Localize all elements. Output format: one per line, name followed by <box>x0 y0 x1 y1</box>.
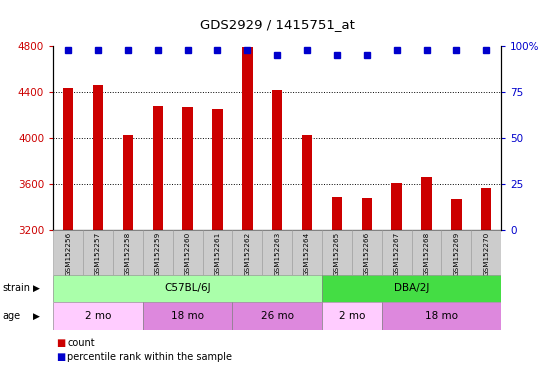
Bar <box>451 199 461 230</box>
Text: 18 mo: 18 mo <box>425 311 458 321</box>
Bar <box>382 230 412 275</box>
Bar <box>242 47 253 230</box>
Text: GSM152257: GSM152257 <box>95 232 101 276</box>
Text: ■: ■ <box>56 352 66 362</box>
Text: GSM152268: GSM152268 <box>423 232 430 276</box>
Text: ■: ■ <box>56 338 66 348</box>
Bar <box>441 230 472 275</box>
Text: ▶: ▶ <box>32 311 39 321</box>
Text: strain: strain <box>3 283 31 293</box>
Bar <box>63 88 73 230</box>
Text: count: count <box>67 338 95 348</box>
Text: GSM152269: GSM152269 <box>454 232 459 276</box>
Text: GSM152266: GSM152266 <box>364 232 370 276</box>
Bar <box>352 230 382 275</box>
Bar <box>123 135 133 230</box>
Bar <box>272 90 282 230</box>
Bar <box>143 302 232 330</box>
Bar <box>322 230 352 275</box>
Bar <box>212 109 223 230</box>
Bar <box>113 230 143 275</box>
Text: GSM152263: GSM152263 <box>274 232 280 276</box>
Bar <box>83 230 113 275</box>
Text: GSM152262: GSM152262 <box>244 232 250 276</box>
Bar <box>481 188 492 230</box>
Bar <box>203 230 232 275</box>
Bar <box>421 177 432 230</box>
Bar <box>152 106 163 230</box>
Text: C57BL/6J: C57BL/6J <box>164 283 211 293</box>
Text: GSM152261: GSM152261 <box>214 232 221 276</box>
Text: DBA/2J: DBA/2J <box>394 283 430 293</box>
Text: GSM152270: GSM152270 <box>483 232 489 276</box>
Bar <box>172 230 203 275</box>
Bar <box>362 198 372 230</box>
Text: GSM152260: GSM152260 <box>185 232 190 276</box>
Bar <box>322 302 382 330</box>
Text: ▶: ▶ <box>32 284 39 293</box>
Bar <box>472 230 501 275</box>
Bar <box>322 275 501 302</box>
Bar <box>93 85 103 230</box>
Bar <box>262 230 292 275</box>
Text: 26 mo: 26 mo <box>261 311 293 321</box>
Bar <box>391 183 402 230</box>
Text: GSM152264: GSM152264 <box>304 232 310 276</box>
Bar <box>183 106 193 230</box>
Text: 2 mo: 2 mo <box>339 311 365 321</box>
Bar <box>232 302 322 330</box>
Text: percentile rank within the sample: percentile rank within the sample <box>67 352 232 362</box>
Bar <box>53 230 83 275</box>
Bar <box>232 230 262 275</box>
Bar <box>53 302 143 330</box>
Bar <box>53 275 322 302</box>
Text: 2 mo: 2 mo <box>85 311 111 321</box>
Text: GSM152258: GSM152258 <box>125 232 131 276</box>
Text: GSM152265: GSM152265 <box>334 232 340 276</box>
Text: GSM152259: GSM152259 <box>155 232 161 276</box>
Text: 18 mo: 18 mo <box>171 311 204 321</box>
Bar <box>382 302 501 330</box>
Bar <box>412 230 441 275</box>
Bar <box>302 135 312 230</box>
Text: GSM152256: GSM152256 <box>65 232 71 276</box>
Bar <box>143 230 172 275</box>
Bar <box>292 230 322 275</box>
Text: GDS2929 / 1415751_at: GDS2929 / 1415751_at <box>200 18 354 31</box>
Bar <box>332 197 342 230</box>
Text: age: age <box>3 311 21 321</box>
Text: GSM152267: GSM152267 <box>394 232 400 276</box>
